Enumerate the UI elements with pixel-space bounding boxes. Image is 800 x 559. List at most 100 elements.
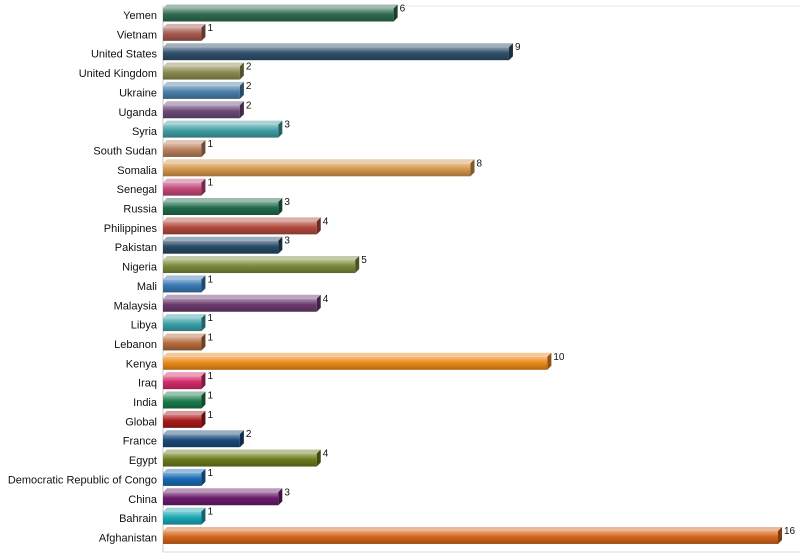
bar-front-face xyxy=(163,356,548,370)
category-label: Vietnam xyxy=(117,29,157,41)
bar-front-face xyxy=(163,260,356,274)
category-label: Lebanon xyxy=(114,339,157,351)
bar-france xyxy=(163,430,244,448)
value-label: 4 xyxy=(323,216,329,227)
bar-iraq xyxy=(163,372,206,390)
bar-side-face xyxy=(278,120,283,138)
bar-front-face xyxy=(163,202,279,215)
bar-top-face xyxy=(163,410,206,415)
bar-front-face xyxy=(163,472,202,486)
bar-philippines xyxy=(163,217,321,235)
value-label: 10 xyxy=(553,352,565,363)
value-label: 4 xyxy=(323,449,329,460)
value-label: 1 xyxy=(207,332,213,343)
bar-top-face xyxy=(163,333,206,338)
bar-top-face xyxy=(163,275,206,280)
value-label: 6 xyxy=(400,4,406,15)
bar-top-face xyxy=(163,120,283,125)
bar-front-face xyxy=(163,279,202,293)
bar-side-face xyxy=(355,256,360,274)
bar-top-face xyxy=(163,372,206,377)
bar-top-face xyxy=(163,217,321,222)
bar-front-face xyxy=(163,240,279,254)
bar-front-face xyxy=(163,47,509,61)
bar-front-face xyxy=(163,318,202,332)
bar-somalia xyxy=(163,159,475,177)
bar-side-face xyxy=(239,430,244,448)
bar-top-face xyxy=(163,198,283,202)
bar-top-face xyxy=(163,178,206,183)
category-label: Afghanistan xyxy=(99,532,157,544)
bar-yemen xyxy=(163,4,398,22)
value-label: 1 xyxy=(207,507,213,518)
bar-senegal xyxy=(163,178,206,196)
bar-front-face xyxy=(163,163,471,177)
bar-ukraine xyxy=(163,81,244,99)
category-label: Mali xyxy=(137,281,157,293)
bar-front-face xyxy=(163,221,317,235)
category-label: Kenya xyxy=(126,358,158,370)
value-label: 1 xyxy=(207,468,213,479)
value-label: 3 xyxy=(284,120,290,131)
bar-front-face xyxy=(163,85,240,99)
value-label: 3 xyxy=(284,236,290,247)
bar-malaysia xyxy=(163,294,321,312)
bar-top-face xyxy=(163,236,283,241)
bar-side-face xyxy=(201,410,206,428)
category-label: India xyxy=(133,397,158,409)
bar-top-face xyxy=(163,101,244,106)
bar-side-face xyxy=(393,4,398,22)
value-label: 4 xyxy=(323,294,329,305)
category-label: Global xyxy=(125,416,157,428)
bar-front-face xyxy=(163,337,202,351)
bar-united-states xyxy=(163,43,513,61)
category-label: Ukraine xyxy=(119,87,157,99)
bar-top-face xyxy=(163,256,360,261)
bar-mali xyxy=(163,275,206,293)
bar-side-face xyxy=(201,507,206,525)
value-label: 2 xyxy=(246,62,252,73)
bar-top-face xyxy=(163,159,475,164)
bar-side-face xyxy=(278,198,283,215)
bar-top-face xyxy=(163,352,552,357)
bar-side-face xyxy=(239,101,244,119)
category-label: Egypt xyxy=(129,455,157,467)
bar-side-face xyxy=(239,62,244,80)
bar-top-face xyxy=(163,81,244,86)
bar-united-kingdom xyxy=(163,62,244,80)
bar-side-face xyxy=(316,294,321,312)
bar-front-face xyxy=(163,27,202,41)
category-label: France xyxy=(123,436,157,448)
category-label: Somalia xyxy=(117,165,158,177)
bar-front-face xyxy=(163,66,240,80)
bar-side-face xyxy=(201,178,206,196)
value-label: 9 xyxy=(515,42,521,53)
bar-pakistan xyxy=(163,236,283,254)
bar-top-face xyxy=(163,430,244,435)
bar-lebanon xyxy=(163,333,206,351)
bar-side-face xyxy=(201,314,206,332)
value-label: 1 xyxy=(207,313,213,324)
bar-uganda xyxy=(163,101,244,119)
bar-side-face xyxy=(778,526,782,544)
category-label: China xyxy=(128,494,158,506)
value-label: 2 xyxy=(246,100,252,111)
bar-top-face xyxy=(163,391,206,396)
bar-side-face xyxy=(201,333,206,351)
bar-top-face xyxy=(163,23,206,28)
bar-top-face xyxy=(163,449,321,454)
bar-top-face xyxy=(163,4,398,9)
bar-top-face xyxy=(163,507,206,512)
bar-democratic-republic-of-congo xyxy=(163,468,206,486)
bar-russia xyxy=(163,198,283,215)
bar-side-face xyxy=(201,275,206,293)
value-label: 2 xyxy=(246,429,252,440)
bar-south-sudan xyxy=(163,139,206,157)
category-label: Bahrain xyxy=(119,513,157,525)
bar-egypt xyxy=(163,449,321,467)
category-label: Yemen xyxy=(123,10,157,22)
bar-front-face xyxy=(163,124,279,138)
category-label: United States xyxy=(91,49,158,61)
bar-front-face xyxy=(163,530,778,544)
value-label: 8 xyxy=(477,158,483,169)
